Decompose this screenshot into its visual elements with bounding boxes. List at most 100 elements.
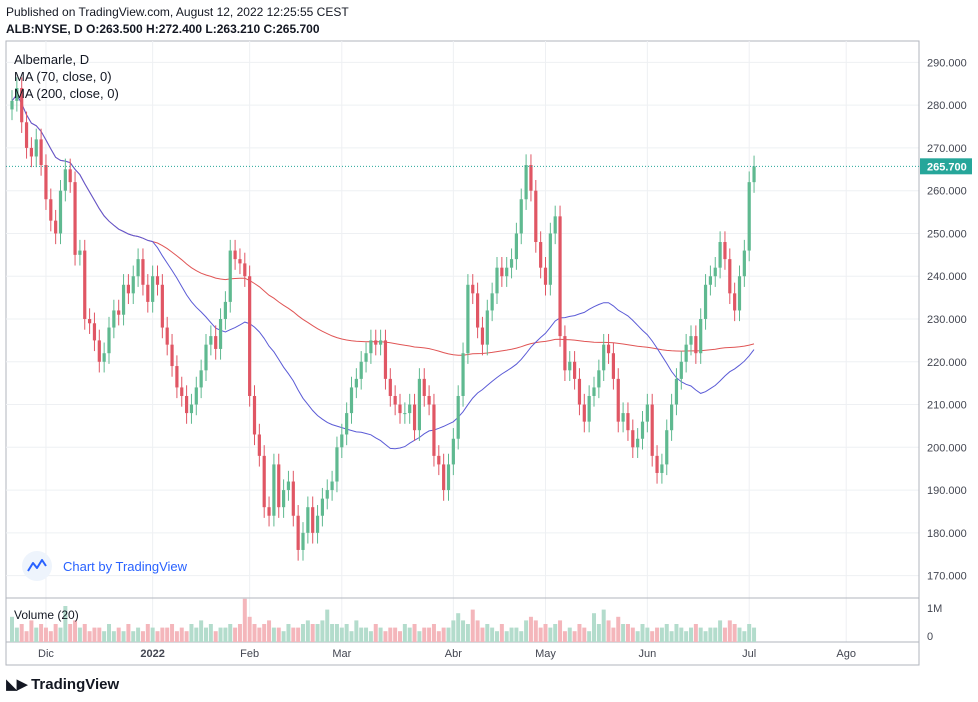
candle-body [54,220,58,234]
volume-bar [548,627,553,642]
candle-body [524,165,528,200]
volume-bar [635,631,640,642]
candle-body [58,190,63,234]
candle-body [631,430,635,448]
volume-bar [499,624,504,642]
volume-bar [572,631,577,642]
candle-body [218,319,223,349]
candle-body [495,267,499,294]
volume-bar [533,620,538,642]
candle-body [68,169,72,183]
volume-bar [296,627,301,642]
volume-bar [596,624,601,642]
candle-body [446,464,451,491]
volume-bar [174,631,179,642]
volume-bar [427,627,432,642]
y-tick-label: 170.000 [927,571,967,583]
candle-body [432,404,436,456]
candle-body [83,250,87,319]
volume-bar [689,627,693,642]
volume-bar [393,627,398,642]
volume-bar [659,627,664,642]
candle-body [626,413,630,431]
volume-bar [92,627,97,642]
tradingview-logo-icon: ◣▶ [6,676,28,693]
volume-bar [213,631,218,642]
chart-by-badge [22,551,52,581]
candle-body [456,395,460,439]
volume-bar [170,624,175,642]
volume-bar [252,624,257,642]
volume-bar [402,624,407,642]
candle-body [412,404,417,431]
volume-bar [310,624,315,642]
volume-bar [538,627,543,642]
candle-body [136,259,140,277]
volume-bar [107,624,111,642]
candle-body [325,490,329,499]
volume-bar [325,609,330,642]
candle-body [73,182,77,255]
y-tick-label: 180.000 [927,528,967,540]
volume-bar [514,627,519,642]
x-tick-label: Abr [445,648,462,660]
candle-body [684,344,688,362]
volume-bar [625,624,630,642]
candle-body [141,259,145,285]
volume-bar [558,620,563,642]
volume-bar [485,624,490,642]
volume-bar [422,627,427,642]
volume-bar [490,627,495,642]
candle-body [723,242,727,260]
volume-bar [606,620,611,642]
volume-bar [233,627,238,642]
candle-body [267,507,271,516]
candle-body [422,378,426,396]
candle-body [262,455,266,508]
volume-bar [165,627,170,642]
candle-body [568,361,572,371]
candle-body [573,361,577,379]
y-tick-label: 200.000 [927,442,967,454]
candle-body [742,250,746,277]
candle-body [640,421,645,439]
volume-bar [87,631,92,642]
volume-bar [504,631,509,642]
y-tick-label: 220.000 [927,357,967,369]
volume-bar [53,624,58,642]
candle-body [155,276,160,285]
candle-body [49,199,53,221]
volume-bar [616,616,621,642]
candle-body [558,216,562,337]
volume-bar [262,624,267,642]
x-tick-label: May [535,648,556,660]
volume-bar [339,627,344,642]
x-tick-label: Mar [332,648,351,660]
candle-body [398,404,402,414]
candle-body [509,259,514,268]
volume-bar [204,627,208,642]
candle-body [335,447,339,482]
volume-bar [461,620,466,642]
volume-bar [718,620,723,642]
candle-body [563,336,567,371]
candle-body [437,455,441,465]
footer-logo[interactable]: ◣▶ TradingView [6,674,119,694]
candle-body [320,498,324,516]
candle-body [543,267,548,285]
volume-bar [446,627,451,642]
candle-body [88,319,92,324]
ohlc-readout: ALB:NYSE, D O:263.500 H:272.400 L:263.21… [6,22,320,36]
volume-bar [562,631,567,642]
volume-bar [524,620,529,642]
volume-bar [601,609,606,642]
candle-body [180,387,184,396]
volume-bar [97,627,102,642]
candle-body [577,378,582,405]
volume-bar [747,624,752,642]
volume-bar [407,627,412,642]
volume-bar [126,624,131,642]
candle-body [345,413,349,435]
volume-bar [480,627,485,642]
